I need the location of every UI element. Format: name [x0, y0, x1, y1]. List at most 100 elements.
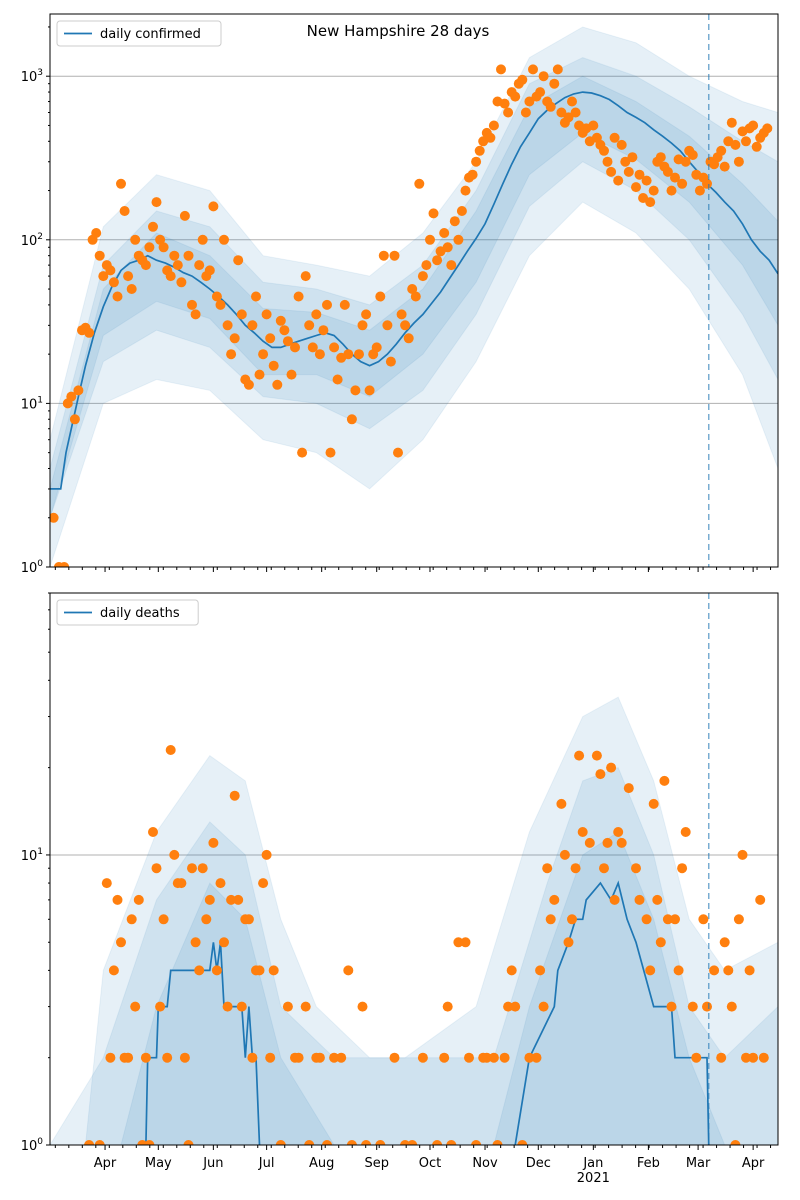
data-point [59, 562, 70, 567]
data-point [158, 242, 169, 253]
data-point [616, 139, 627, 150]
data-point [730, 139, 741, 150]
data-point [400, 320, 411, 331]
data-point [432, 1140, 443, 1145]
data-point [361, 309, 372, 320]
data-point [144, 242, 155, 253]
data-point [247, 320, 258, 331]
data-point [190, 309, 201, 320]
x-year-label: 2021 [577, 1171, 610, 1186]
data-point [215, 878, 226, 889]
data-point [183, 250, 194, 261]
data-point [407, 284, 418, 294]
data-point [229, 790, 240, 801]
data-point [524, 96, 535, 107]
data-point [396, 309, 407, 320]
data-point [517, 1140, 528, 1145]
data-point [716, 1052, 727, 1063]
data-point [762, 123, 773, 134]
data-point [219, 937, 229, 948]
data-point [499, 1052, 510, 1063]
data-point [322, 1140, 332, 1145]
data-point [456, 206, 467, 216]
data-point [471, 1140, 482, 1145]
data-point [282, 336, 293, 347]
data-point [297, 447, 308, 458]
plot-area [50, 593, 778, 1145]
legend-box [56, 20, 222, 47]
data-point [627, 152, 638, 163]
data-point [634, 169, 645, 180]
data-point [613, 827, 624, 837]
x-tick-label: Oct [419, 1156, 441, 1171]
legend-label: daily deaths [100, 606, 180, 621]
data-point [211, 965, 222, 976]
data-point [567, 914, 577, 925]
data-point [130, 1001, 141, 1012]
data-point [208, 201, 219, 212]
x-tick-label: Dec [526, 1156, 551, 1171]
data-point [488, 120, 499, 131]
data-point [623, 166, 634, 177]
data-point [119, 206, 130, 216]
data-point [453, 937, 464, 948]
data-point [428, 208, 439, 219]
data-point [336, 1052, 347, 1063]
data-point [247, 1052, 258, 1063]
data-point [733, 156, 744, 167]
data-point [556, 798, 567, 809]
data-point [670, 172, 680, 183]
data-point [382, 320, 393, 331]
data-point [538, 1001, 549, 1012]
data-point [148, 221, 158, 232]
data-point [208, 837, 219, 848]
data-point [449, 216, 460, 227]
data-point [510, 91, 521, 102]
data-point [222, 1001, 233, 1012]
data-point [520, 107, 531, 118]
data-point [126, 284, 137, 294]
data-point [446, 260, 457, 271]
data-point [222, 320, 233, 331]
data-point [698, 914, 709, 925]
data-point [606, 762, 617, 773]
figure-title: New Hampshire 28 days [307, 22, 490, 40]
data-point [570, 863, 581, 874]
data-point [293, 1052, 304, 1063]
data-point [322, 299, 332, 310]
data-point [354, 349, 364, 360]
data-point [432, 255, 443, 266]
data-point [183, 1140, 194, 1145]
data-point [314, 349, 325, 360]
data-point [751, 141, 762, 152]
data-point [687, 1001, 698, 1012]
data-point [101, 878, 112, 889]
data-point [94, 1140, 105, 1145]
data-point [346, 414, 357, 425]
data-point [307, 342, 318, 353]
data-point [275, 1140, 286, 1145]
data-point [364, 385, 375, 396]
data-point [126, 914, 137, 925]
data-point [648, 798, 659, 809]
data-point [442, 1001, 453, 1012]
data-point [389, 250, 400, 261]
data-point [716, 145, 727, 156]
data-point [737, 849, 748, 860]
data-point [549, 894, 560, 905]
x-tick-label: Apr [94, 1156, 117, 1171]
data-point [254, 369, 265, 380]
data-point [567, 96, 577, 107]
data-point [662, 914, 673, 925]
x-tick-label: Aug [309, 1156, 334, 1171]
data-point [655, 152, 666, 163]
data-point [84, 327, 95, 338]
x-tick-label: Mar [686, 1156, 711, 1171]
data-point [446, 1140, 457, 1145]
data-point [108, 277, 119, 288]
data-point [258, 349, 269, 360]
data-point [151, 197, 162, 208]
legend-label: daily confirmed [100, 27, 201, 42]
plot-area [50, 14, 778, 567]
